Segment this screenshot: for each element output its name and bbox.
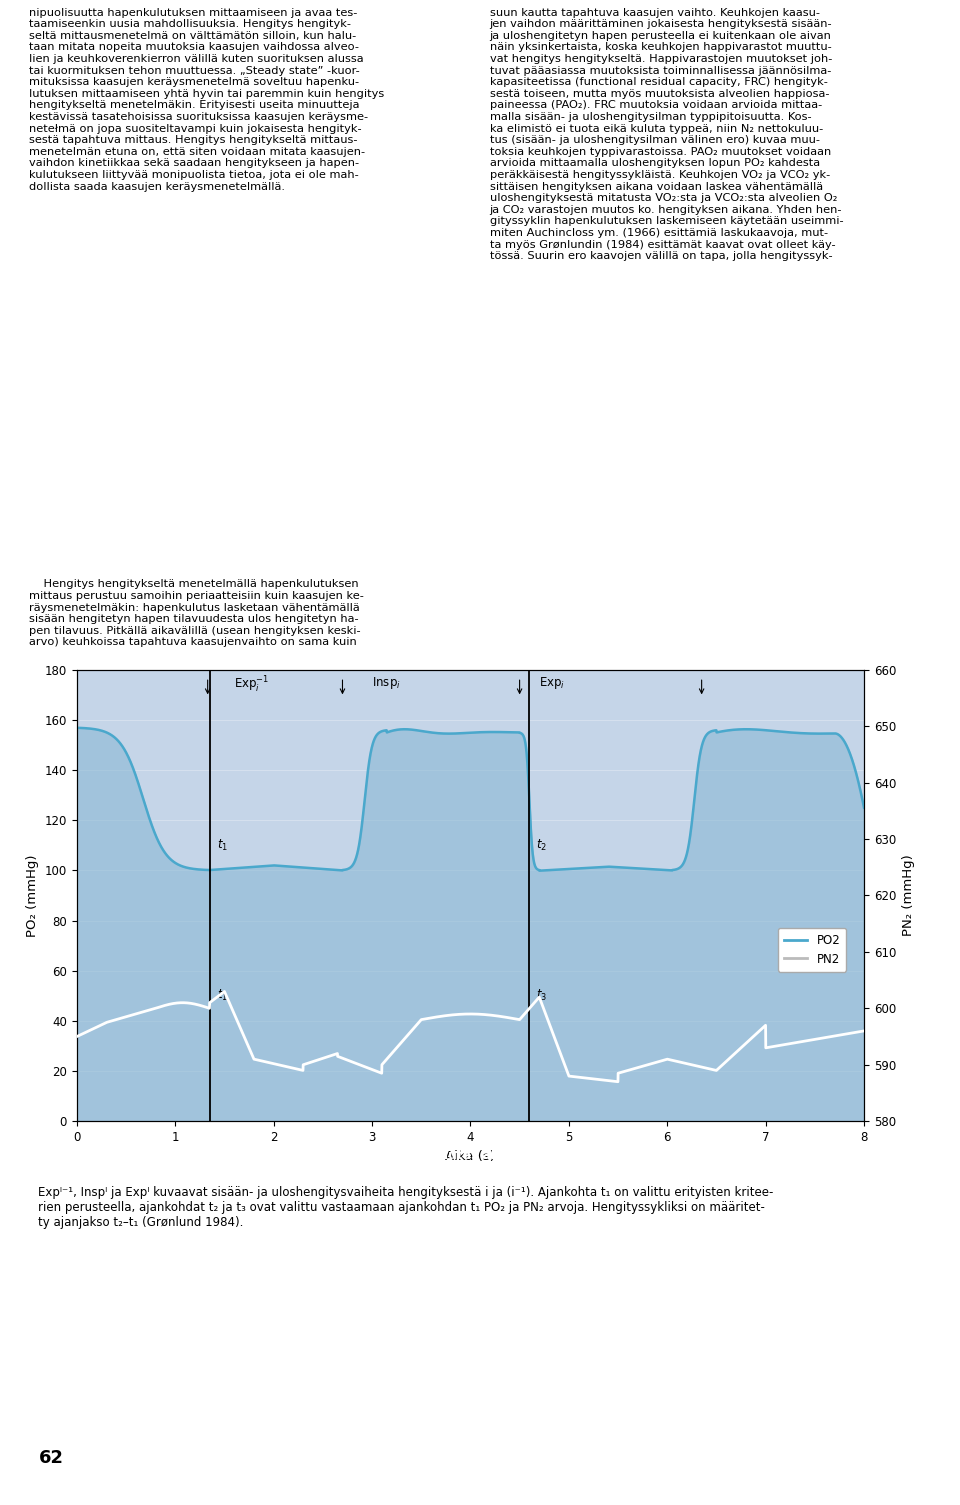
Text: Kuva 3.7. ● Happi- ja typpiosapaineen muutos alveoleissa sisään- ja uloshengityk: Kuva 3.7. ● Happi- ja typpiosapaineen mu…: [157, 1150, 803, 1162]
X-axis label: Aika (s): Aika (s): [445, 1150, 495, 1162]
Text: suun kautta tapahtuva kaasujen vaihto. Keuhkojen kaasu-
jen vaihdon määrittämine: suun kautta tapahtuva kaasujen vaihto. K…: [490, 8, 843, 262]
Legend: PO2, PN2: PO2, PN2: [778, 927, 847, 972]
Text: Expᴵ⁻¹, Inspᴵ ja Expᴵ kuvaavat sisään- ja uloshengitysvaiheita hengityksestä i j: Expᴵ⁻¹, Inspᴵ ja Expᴵ kuvaavat sisään- j…: [38, 1186, 774, 1230]
Text: $t_1$: $t_1$: [217, 989, 228, 1004]
Text: $\mathrm{Insp}_i$: $\mathrm{Insp}_i$: [372, 674, 401, 691]
Text: $\mathrm{Exp}_i$: $\mathrm{Exp}_i$: [540, 674, 565, 691]
Text: $\mathrm{Exp}_i^{-1}$: $\mathrm{Exp}_i^{-1}$: [234, 674, 270, 695]
Text: $t_3$: $t_3$: [537, 989, 547, 1004]
Text: $t_1$: $t_1$: [217, 838, 228, 853]
Text: 62: 62: [38, 1449, 63, 1467]
Y-axis label: PN₂ (mmHg): PN₂ (mmHg): [901, 855, 915, 936]
Y-axis label: PO₂ (mmHg): PO₂ (mmHg): [26, 855, 39, 936]
Text: Hengitys hengitykseltä menetelmällä hapenkulutuksen
mittaus perustuu samoihin pe: Hengitys hengitykseltä menetelmällä hape…: [29, 579, 364, 647]
Text: nipuolisuutta hapenkulutuksen mittaamiseen ja avaa tes-
taamiseenkin uusia mahdo: nipuolisuutta hapenkulutuksen mittaamise…: [29, 8, 384, 191]
Text: $t_2$: $t_2$: [537, 838, 547, 853]
